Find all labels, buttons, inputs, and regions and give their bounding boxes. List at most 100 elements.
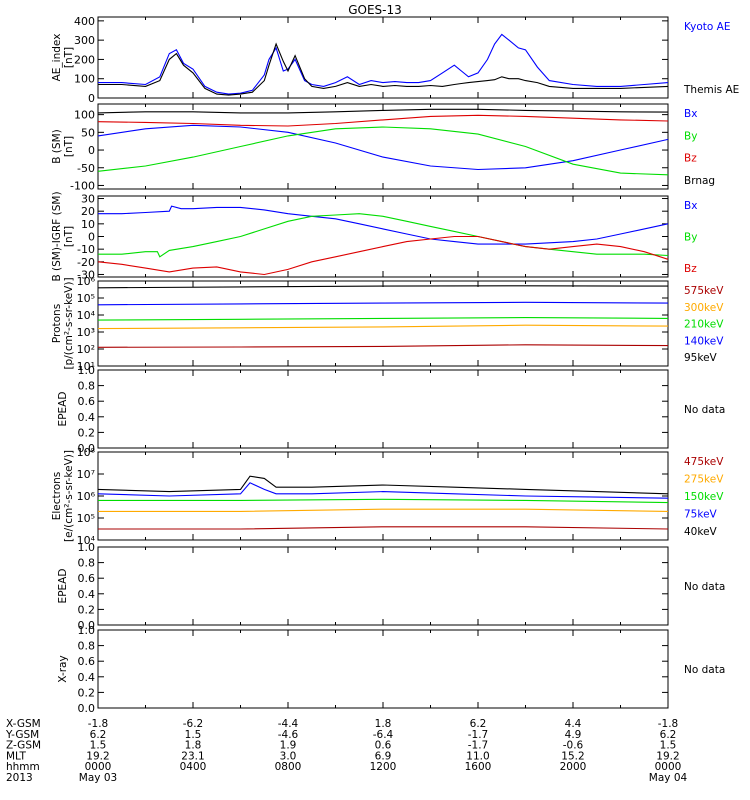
legend-label: Bz	[684, 263, 697, 275]
series-line-by	[98, 213, 669, 258]
y-tick-label: 0.8	[78, 380, 96, 393]
y-tick-label: 100	[74, 73, 95, 86]
series-line-75kev	[98, 508, 669, 512]
y-tick-label: 10	[81, 218, 95, 231]
y-tick-label: 10⁴	[77, 309, 96, 322]
y-tick-label: 10⁷	[77, 468, 95, 481]
panel-frame	[97, 629, 669, 709]
legend-label: 150keV	[684, 491, 724, 503]
footer-cell: 1.5	[660, 740, 677, 752]
panel-frame	[97, 369, 669, 449]
legend-label: 40keV	[684, 526, 718, 538]
footer-cell: 4.9	[565, 729, 582, 741]
footer-cell: 1.8	[375, 718, 392, 730]
series-line-40kev	[98, 526, 669, 530]
panel-epead1: 0.0 0.2 0.4 0.6 0.8 1.0 EPEAD No data	[57, 364, 725, 455]
footer-cell: 6.2	[90, 729, 107, 741]
y-tick-label: 10³	[77, 326, 95, 339]
series-line-210kev	[97, 317, 669, 321]
footer-cell: -6.2	[183, 718, 204, 730]
y-tick-label: 10⁸	[77, 446, 96, 459]
y-tick-label: -100	[70, 179, 95, 192]
y-tick-label: -50	[77, 162, 95, 175]
y-axis-label: Electrons[e/(cm²-s-sr-keV)]	[51, 450, 75, 542]
legend-label: By	[684, 232, 697, 244]
legend-label: 210keV	[684, 319, 724, 331]
footer-cell: 19.2	[86, 750, 109, 762]
footer-cell: 0000	[85, 761, 112, 773]
footer-cell: 0000	[655, 761, 682, 773]
footer-cell: -4.4	[278, 718, 299, 730]
y-tick-label: -10	[77, 243, 95, 256]
y-axis-label: AE_index[nT]	[51, 34, 75, 82]
y-tick-label: 0.6	[78, 572, 96, 585]
legend-label: No data	[684, 581, 725, 593]
footer-cell: 0400	[180, 761, 207, 773]
footer-cell: 19.2	[656, 750, 679, 762]
y-axis-label-line: B (SM)-IGRF (SM)	[51, 191, 63, 281]
y-tick-label: 0.2	[78, 426, 96, 439]
footer-table: X-GSMY-GSMZ-GSMMLThhmm2013-1.86.21.519.2…	[5, 718, 688, 784]
panel-frame	[97, 280, 669, 367]
panel-frame	[97, 103, 669, 190]
legend-label: 575keV	[684, 285, 724, 297]
y-axis-label-line: AE_index	[51, 34, 63, 82]
legend-label: 475keV	[684, 456, 724, 468]
y-tick-label: 300	[74, 34, 95, 47]
footer-cell: 1.8	[185, 740, 202, 752]
y-tick-label: 10⁶	[77, 275, 96, 288]
legend-label: Brnag	[684, 175, 715, 187]
series-line-bx	[98, 205, 669, 245]
y-axis-label: EPEAD	[57, 569, 69, 604]
y-tick-label: 10⁵	[77, 512, 95, 525]
legend-label: By	[684, 130, 697, 142]
legend-label: No data	[684, 664, 725, 676]
y-tick-label: 10⁵	[77, 292, 95, 305]
legend-label: Kyoto AE	[684, 21, 730, 33]
y-tick-label: 1.0	[78, 541, 96, 554]
legend-label: 75keV	[684, 509, 718, 521]
y-tick-label: 200	[74, 53, 95, 66]
footer-cell: 4.4	[565, 718, 582, 730]
y-axis-label-line: Electrons	[51, 472, 63, 521]
y-axis-label-line: [p/(cm²-s-sr-keV)]	[63, 277, 75, 369]
y-axis-label: EPEAD	[57, 392, 69, 427]
footer-row-label: X-GSM	[6, 718, 41, 730]
y-tick-label: 0.0	[78, 619, 96, 632]
y-tick-label: 0	[88, 144, 95, 157]
y-tick-label: 0.6	[78, 395, 96, 408]
series-line-140kev	[97, 324, 669, 330]
footer-cell: -1.8	[88, 718, 109, 730]
footer-cell: 3.0	[280, 750, 297, 762]
footer-cell: 1600	[465, 761, 492, 773]
series-line-kyoto-ae	[98, 33, 669, 95]
y-axis-label-line: [e/(cm²-s-sr-keV)]	[63, 450, 75, 542]
y-tick-label: 10⁴	[77, 534, 96, 547]
y-axis-label-line: EPEAD	[57, 569, 69, 604]
y-tick-label: 0	[88, 231, 95, 244]
series-line-brnag	[97, 108, 669, 114]
panel-electrons: 10⁴10⁵10⁶10⁷10⁸Electrons[e/(cm²-s-sr-keV…	[51, 446, 724, 547]
y-axis-label-line: [nT]	[63, 226, 75, 247]
y-tick-label: 1.0	[78, 364, 96, 377]
legend-label: 95keV	[684, 352, 718, 364]
footer-cell: 1.9	[280, 740, 297, 752]
y-tick-label: 0.4	[78, 671, 96, 684]
series-line-275kev	[97, 482, 669, 499]
footer-row-label: Y-GSM	[5, 729, 39, 741]
footer-cell: 11.0	[466, 750, 489, 762]
y-tick-label: -20	[77, 256, 95, 269]
y-tick-label: 0.8	[78, 557, 96, 570]
y-tick-label: 0.4	[78, 411, 96, 424]
series-line-by	[97, 126, 669, 176]
legend-label: No data	[684, 404, 725, 416]
y-tick-label: 400	[74, 15, 95, 28]
y-tick-label: 20	[81, 205, 95, 218]
y-tick-label: 0.6	[78, 655, 96, 668]
panel-ae: 0 100 200 300 400 AE_index[nT] Kyoto AE Themis …	[51, 15, 739, 105]
series-line-bz	[97, 114, 669, 127]
y-tick-label: 0.4	[78, 588, 96, 601]
